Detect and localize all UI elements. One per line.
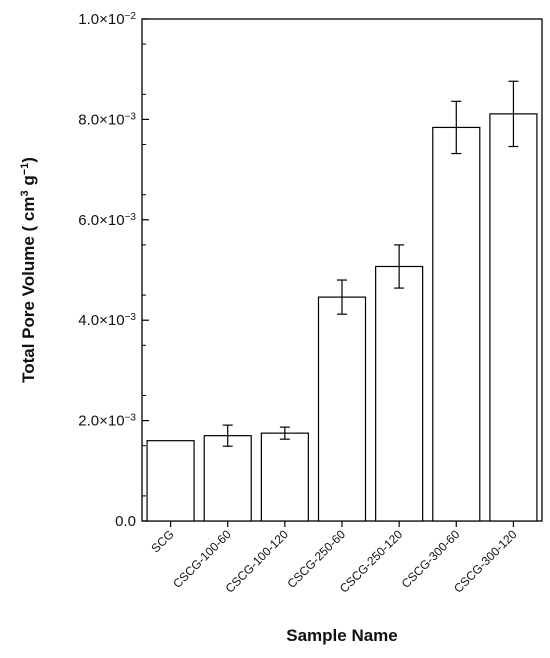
y-axis-title: Total Pore Volume ( cm3 g−1) bbox=[19, 157, 38, 383]
y-tick-exponent: −3 bbox=[125, 412, 137, 423]
bar bbox=[203, 435, 252, 522]
y-axis-title-mid: g bbox=[19, 175, 38, 190]
y-tick-label: 6.0×10−3 bbox=[78, 211, 136, 229]
y-tick-mantissa: 2.0×10 bbox=[78, 413, 124, 430]
y-tick-mantissa: 4.0×10 bbox=[78, 312, 124, 329]
x-tick-label: SCG bbox=[148, 527, 176, 555]
bar bbox=[432, 126, 481, 522]
bar bbox=[146, 440, 195, 522]
y-tick-exponent: −2 bbox=[125, 11, 137, 22]
y-tick-mantissa: 0.0 bbox=[115, 513, 136, 530]
y-axis-title-sup-1: 3 bbox=[19, 190, 31, 196]
y-tick-label: 8.0×10−3 bbox=[78, 111, 136, 128]
x-tick-label: CSCG-300-60 bbox=[399, 527, 463, 591]
y-tick-exponent: −3 bbox=[125, 111, 137, 122]
x-tick-label: CSCG-100-60 bbox=[170, 527, 234, 591]
y-tick-label: 1.0×10−2 bbox=[78, 11, 136, 29]
bar bbox=[489, 113, 538, 522]
plot-area: 0.02.0×10−34.0×10−36.0×10−38.0×10−31.0×1… bbox=[78, 11, 543, 596]
y-tick-mantissa: 6.0×10 bbox=[78, 212, 124, 229]
y-tick-label: 2.0×10−3 bbox=[78, 412, 136, 430]
y-tick-mantissa: 1.0×10 bbox=[78, 11, 124, 28]
y-axis-title-sup-2: −1 bbox=[19, 163, 31, 176]
y-tick-label: 4.0×10−3 bbox=[78, 312, 136, 330]
x-tick-label: CSCG-250-60 bbox=[284, 527, 348, 591]
y-tick-mantissa: 8.0×10 bbox=[78, 111, 124, 128]
bar bbox=[375, 265, 424, 522]
y-axis-title-suffix: ) bbox=[19, 157, 38, 163]
y-tick-exponent: −3 bbox=[125, 211, 137, 222]
y-axis-title-prefix: Total Pore Volume ( cm bbox=[19, 197, 38, 383]
y-tick-exponent: −3 bbox=[125, 312, 137, 323]
y-tick-label: 0.0 bbox=[115, 513, 136, 530]
bar bbox=[260, 432, 309, 522]
bar bbox=[317, 296, 367, 522]
x-axis-title: Sample Name bbox=[286, 626, 398, 645]
